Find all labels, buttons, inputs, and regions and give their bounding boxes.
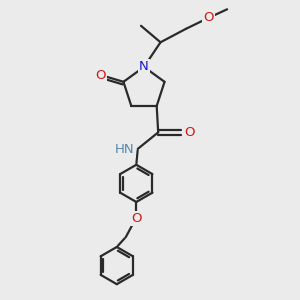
- Text: N: N: [139, 60, 149, 74]
- Text: O: O: [131, 212, 142, 225]
- Text: O: O: [203, 11, 213, 24]
- Text: O: O: [95, 69, 106, 82]
- Text: HN: HN: [115, 143, 135, 156]
- Text: O: O: [184, 126, 194, 139]
